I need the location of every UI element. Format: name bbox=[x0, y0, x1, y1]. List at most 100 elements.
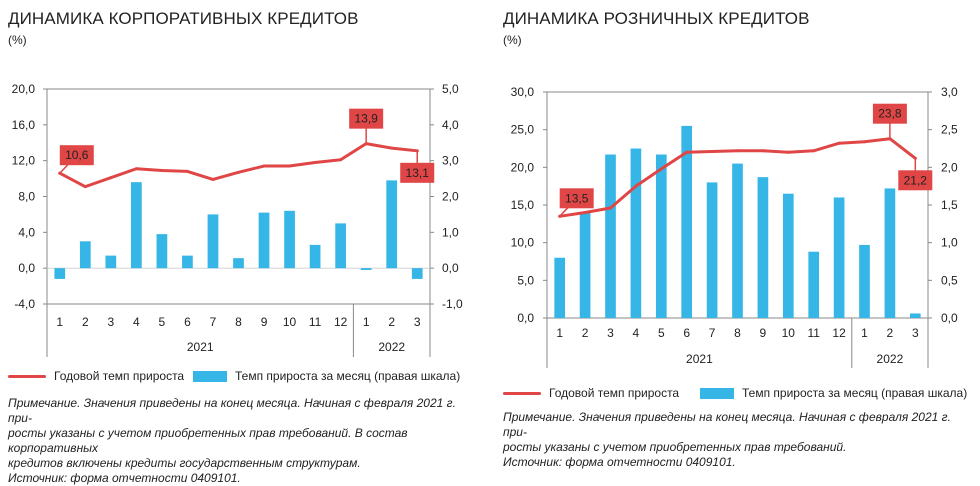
left-axis-tick-label: 20,0 bbox=[511, 160, 535, 174]
line-point bbox=[313, 160, 317, 164]
data-label-box bbox=[898, 170, 933, 191]
line-point bbox=[736, 149, 739, 153]
legend-line-swatch bbox=[8, 375, 46, 378]
category-tick-label: 10 bbox=[283, 315, 297, 329]
category-tick-label: 2 bbox=[388, 315, 395, 329]
data-label-box bbox=[349, 108, 384, 129]
chart-note: Примечание. Значения приведены на конец … bbox=[503, 410, 978, 470]
legend-line-swatch bbox=[503, 392, 541, 395]
bar bbox=[833, 197, 845, 318]
category-tick-label: 1 bbox=[56, 315, 63, 329]
line-series bbox=[58, 142, 419, 189]
corporate-loans-chart: -4,0 0,0 4,0 8,0 12,0 16,0 20,0 -1,0 0,0 1,0 2,0 3,… bbox=[12, 82, 463, 357]
data-label: 21,2 bbox=[904, 173, 928, 187]
category-tick-label: 7 bbox=[709, 326, 716, 340]
chart-note: Примечание. Значения приведены на конец … bbox=[8, 396, 478, 486]
corporate-loans-panel: -4,0 0,0 4,0 8,0 12,0 16,0 20,0 -1,0 0,0 1,0 2,0 3,… bbox=[0, 0, 480, 485]
legend-bar-swatch bbox=[700, 388, 734, 399]
bar bbox=[54, 268, 66, 279]
bar bbox=[706, 182, 718, 318]
left-axis-tick-label: 4,0 bbox=[18, 225, 35, 239]
left-axis-tick-label: 5,0 bbox=[517, 273, 534, 287]
category-tick-label: 9 bbox=[760, 326, 767, 340]
left-axis-tick-label: 20,0 bbox=[12, 82, 36, 96]
left-axis-tick-label: 10,0 bbox=[511, 236, 535, 250]
category-tick-label: 1 bbox=[861, 326, 868, 340]
line-point bbox=[211, 177, 215, 181]
line-point bbox=[710, 150, 714, 154]
note-source: Источник: форма отчетности 0409101. bbox=[503, 455, 736, 469]
data-label-box bbox=[559, 188, 594, 209]
left-axis-tick-label: 15,0 bbox=[511, 198, 535, 212]
category-tick-label: 1 bbox=[556, 326, 563, 340]
data-label: 23,8 bbox=[878, 107, 902, 121]
right-axis-tick-label: 2,0 bbox=[941, 160, 958, 174]
bar bbox=[655, 154, 667, 318]
bar bbox=[309, 244, 321, 269]
category-tick-label: 7 bbox=[210, 315, 217, 329]
line-point bbox=[262, 164, 266, 168]
data-label: 13,5 bbox=[565, 191, 589, 205]
line-point bbox=[812, 149, 816, 153]
data-label: 13,9 bbox=[354, 112, 378, 126]
legend-line-label: Годовой темп прироста bbox=[54, 369, 185, 383]
line-point bbox=[685, 150, 689, 154]
bar bbox=[681, 125, 693, 319]
bar bbox=[284, 210, 295, 269]
bar bbox=[579, 212, 591, 318]
data-label: 10,6 bbox=[65, 148, 89, 162]
bar bbox=[808, 251, 820, 318]
right-axis-tick-label: 5,0 bbox=[442, 82, 459, 96]
note-line: Примечание. Значения приведены на конец … bbox=[503, 410, 951, 439]
category-tick-label: 1 bbox=[363, 315, 370, 329]
line-point bbox=[185, 169, 189, 173]
line-point bbox=[609, 206, 612, 210]
data-label-box bbox=[872, 103, 907, 124]
category-tick-label: 12 bbox=[334, 315, 348, 329]
category-tick-label: 11 bbox=[807, 326, 820, 340]
left-axis-tick-label: 25,0 bbox=[511, 123, 535, 137]
legend-line-label: Годовой темп прироста bbox=[549, 386, 680, 400]
category-tick-label: 6 bbox=[184, 315, 191, 329]
note-line: росты указаны с учетом приобретенных пра… bbox=[8, 426, 408, 455]
left-axis-tick-label: 8,0 bbox=[18, 190, 35, 204]
right-axis-tick-label: 3,0 bbox=[442, 154, 459, 168]
right-axis-tick-label: 1,0 bbox=[442, 225, 459, 239]
bar bbox=[360, 268, 372, 270]
data-label: 13,1 bbox=[406, 166, 430, 180]
category-tick-label: 4 bbox=[133, 315, 140, 329]
bar bbox=[884, 188, 896, 318]
right-axis-tick-label: 2,5 bbox=[941, 123, 958, 137]
left-axis-tick-label: 0,0 bbox=[517, 311, 534, 325]
bar bbox=[386, 180, 398, 269]
note-line: кредитов включены кредиты государственны… bbox=[8, 456, 361, 470]
category-tick-label: 8 bbox=[734, 326, 741, 340]
line-point bbox=[288, 164, 292, 168]
bar bbox=[207, 214, 219, 269]
note-line: Примечание. Значения приведены на конец … bbox=[8, 396, 456, 425]
line-point bbox=[160, 169, 164, 173]
legend: Годовой темп прироста Темп прироста за м… bbox=[8, 369, 478, 385]
bar bbox=[79, 241, 91, 269]
category-tick-label: 3 bbox=[107, 315, 114, 329]
bar bbox=[909, 313, 921, 318]
line-point bbox=[786, 150, 790, 154]
bar bbox=[233, 258, 244, 269]
bar bbox=[757, 177, 769, 318]
line-point bbox=[863, 140, 866, 144]
category-tick-label: 8 bbox=[235, 315, 242, 329]
left-axis-tick-label: 0,0 bbox=[18, 261, 35, 275]
right-axis-tick-label: 3,0 bbox=[941, 85, 958, 99]
category-tick-label: 11 bbox=[309, 315, 322, 329]
left-axis-tick-label: 30,0 bbox=[511, 85, 535, 99]
bar bbox=[131, 182, 142, 269]
left-axis-tick-label: -4,0 bbox=[14, 297, 35, 311]
data-label-box bbox=[400, 162, 435, 183]
category-tick-label: 6 bbox=[683, 326, 690, 340]
right-axis-tick-label: 4,0 bbox=[442, 118, 459, 132]
bar bbox=[605, 154, 616, 318]
chart-unit: (%) bbox=[8, 33, 27, 47]
year-label: 2021 bbox=[187, 340, 214, 354]
category-tick-label: 2 bbox=[582, 326, 589, 340]
